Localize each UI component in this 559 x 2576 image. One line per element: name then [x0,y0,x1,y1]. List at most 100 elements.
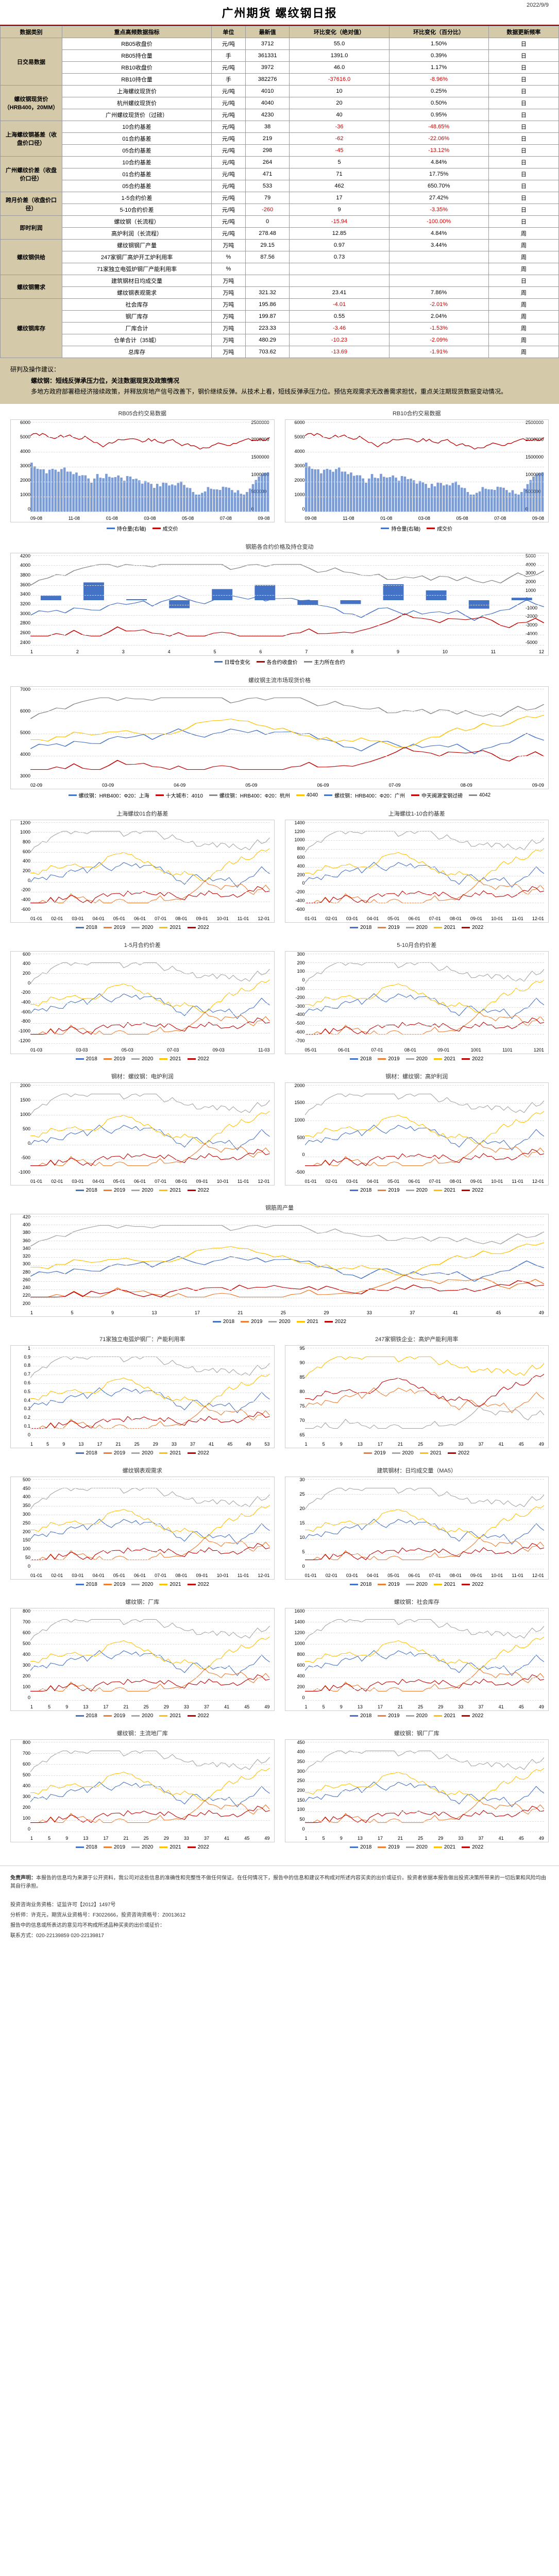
data-cell: RB05持仓量 [62,50,212,62]
chart-title: RB10合约交易数据 [285,409,549,417]
chart-title: 螺纹钢表观需求 [10,1466,275,1475]
data-cell: % [212,263,246,275]
data-cell: 钢厂库存 [62,311,212,323]
data-cell: 361331 [245,50,290,62]
chart-plot: 4504003503002502001501005001591317212529… [285,1739,549,1842]
chart-legend: 20182019202020212022 [10,1188,275,1193]
table-header: 重点高频数据指标 [62,26,212,38]
chart-plot: 10.90.80.70.60.50.40.30.20.1015913172125… [10,1345,275,1448]
chart-title: 5-10月合约价差 [285,941,549,949]
chart-spot: 螺纹钢主流市场现货价格7000600050004000300002-0903-0… [10,676,549,799]
data-cell: % [212,251,246,263]
report-title: 广州期货 螺纹钢日报 [10,4,549,21]
data-cell: -36 [290,121,389,133]
data-cell [389,251,488,263]
chart-eaf: 71家独立电弧炉钢厂：产能利用率 10.90.80.70.60.50.40.30.… [10,1335,275,1456]
data-cell: -22.06% [389,133,488,145]
data-cell: 元/吨 [212,228,246,240]
chart-title: 钢筋周产量 [10,1204,549,1212]
data-cell: -15.94 [290,216,389,228]
chart-mill-profit: 钢材：螺纹钢：电炉利润2000150010005000-500-100001-0… [10,1072,275,1193]
table-row: 05合约基差元/吨298-45-13.12%日 [1,145,559,157]
chart-title: 钢筋各合约价格及持仓变动 [10,543,549,551]
data-cell: 日 [488,180,558,192]
data-cell: 38 [245,121,290,133]
chart-plot: 3002001000-100-200-300-400-500-600-70005… [285,951,549,1054]
data-cell: 周 [488,299,558,311]
chart-title: 螺纹钢：社会库存 [285,1598,549,1606]
chart-plot: 120010008006004002000-200-400-60001-0102… [10,820,275,923]
chart-plot: 7000600050004000300002-0903-0904-0905-09… [10,686,549,789]
data-cell: 元/吨 [212,38,246,50]
data-cell: 480.29 [245,334,290,346]
data-cell: 17 [290,192,389,204]
data-cell [290,263,389,275]
category-cell: 日交易数据 [1,38,62,86]
chart-legend: 20182019202020212022 [285,1582,549,1587]
table-row: 钢厂库存万吨199.870.552.04%周 [1,311,559,323]
data-cell: RB10持仓量 [62,74,212,86]
data-cell: -13.12% [389,145,488,157]
chart-plot: 8007006005004003002001000159131721252933… [10,1739,275,1842]
data-cell: 87.56 [245,251,290,263]
data-cell: 螺纹钢表观需求 [62,287,212,299]
data-cell: 0.50% [389,97,488,109]
data-cell: 0.95% [389,109,488,121]
data-cell: 周 [488,311,558,323]
data-cell: 462 [290,180,389,192]
data-cell: 5-10合约价差 [62,204,212,216]
data-cell: 社会库存 [62,299,212,311]
table-row: 日交易数据RB05收盘价元/吨371255.01.50%日 [1,38,559,50]
data-cell: 日 [488,109,558,121]
chart-spread-15: 1-5月合约价差6004002000-200-400-600-800-1000-… [10,941,275,1062]
table-row: 5-10合约价差元/吨-2609-3.35%日 [1,204,559,216]
chart-title: 钢材：螺纹钢：电炉利润 [10,1072,275,1080]
data-cell: 万吨 [212,323,246,334]
data-cell: 厂库合计 [62,323,212,334]
data-cell: 05合约基差 [62,145,212,157]
chart-plot: 1400120010008006004002000-200-400-60001-… [285,820,549,923]
chart-plot: 4200400038003600340032003000280026002400… [10,553,549,656]
data-cell: 1391.0 [290,50,389,62]
data-cell: 日 [488,97,558,109]
data-cell: 01合约基差 [62,168,212,180]
chart-title: 71家独立电弧炉钢厂：产能利用率 [10,1335,275,1343]
category-cell: 螺纹钢库存 [1,299,62,358]
data-cell [245,275,290,287]
chart-title: 1-5月合约价差 [10,941,275,949]
data-cell: 1.17% [389,62,488,74]
data-cell: 日 [488,145,558,157]
data-cell: 71 [290,168,389,180]
category-cell: 螺纹钢需求 [1,275,62,299]
data-cell: 0.39% [389,50,488,62]
data-cell: 万吨 [212,311,246,323]
data-cell: 0 [245,216,290,228]
data-cell: -100.00% [389,216,488,228]
chart-legend: 日增仓变化各合约收盘价主力所在合约 [10,658,549,666]
charts-section: RB05合约交易数据600050004000300020001000025000… [0,404,559,1866]
data-cell: 元/吨 [212,145,246,157]
disclaimer-label: 免责声明： [10,1875,36,1881]
data-cell: 219 [245,133,290,145]
data-cell: 79 [245,192,290,204]
table-row: 即时利润螺纹钢（长流程）元/吨0-15.94-100.00%日 [1,216,559,228]
table-header: 最新值 [245,26,290,38]
chart-plot: 30252015105001-0102-0103-0104-0105-0106-… [285,1477,549,1580]
chart-legend: 20182019202020212022 [10,1582,275,1587]
data-cell: 20 [290,97,389,109]
chart-plot: 2000150010005000-50001-0102-0103-0104-01… [285,1082,549,1185]
data-cell: 40 [290,109,389,121]
chart-total-inv: 螺纹钢：社会库存16001400120010008006004002000159… [285,1598,549,1719]
chart-rb10: RB10合约交易数据600050004000300020001000025000… [285,409,549,532]
data-cell: 仓单合计（35城） [62,334,212,346]
data-cell: 元/吨 [212,192,246,204]
table-row: 总库存万吨703.62-13.69-1.91%周 [1,346,559,358]
chart-title: 螺纹钢：钢厂厂库 [285,1729,549,1737]
chart-spread-510: 5-10月合约价差 3002001000-100-200-300-400-500-… [285,941,549,1062]
chart-mill-inv: 螺纹钢：钢厂厂库 45040035030025020015010050015913… [285,1729,549,1850]
data-cell: 199.87 [245,311,290,323]
license-text: 证监许可【2012】1497号 [57,1902,116,1908]
data-cell: 高炉利润（长流程） [62,228,212,240]
table-row: 01合约基差元/吨4717117.75%日 [1,168,559,180]
chart-legend: 20182019202020212022 [285,1188,549,1193]
